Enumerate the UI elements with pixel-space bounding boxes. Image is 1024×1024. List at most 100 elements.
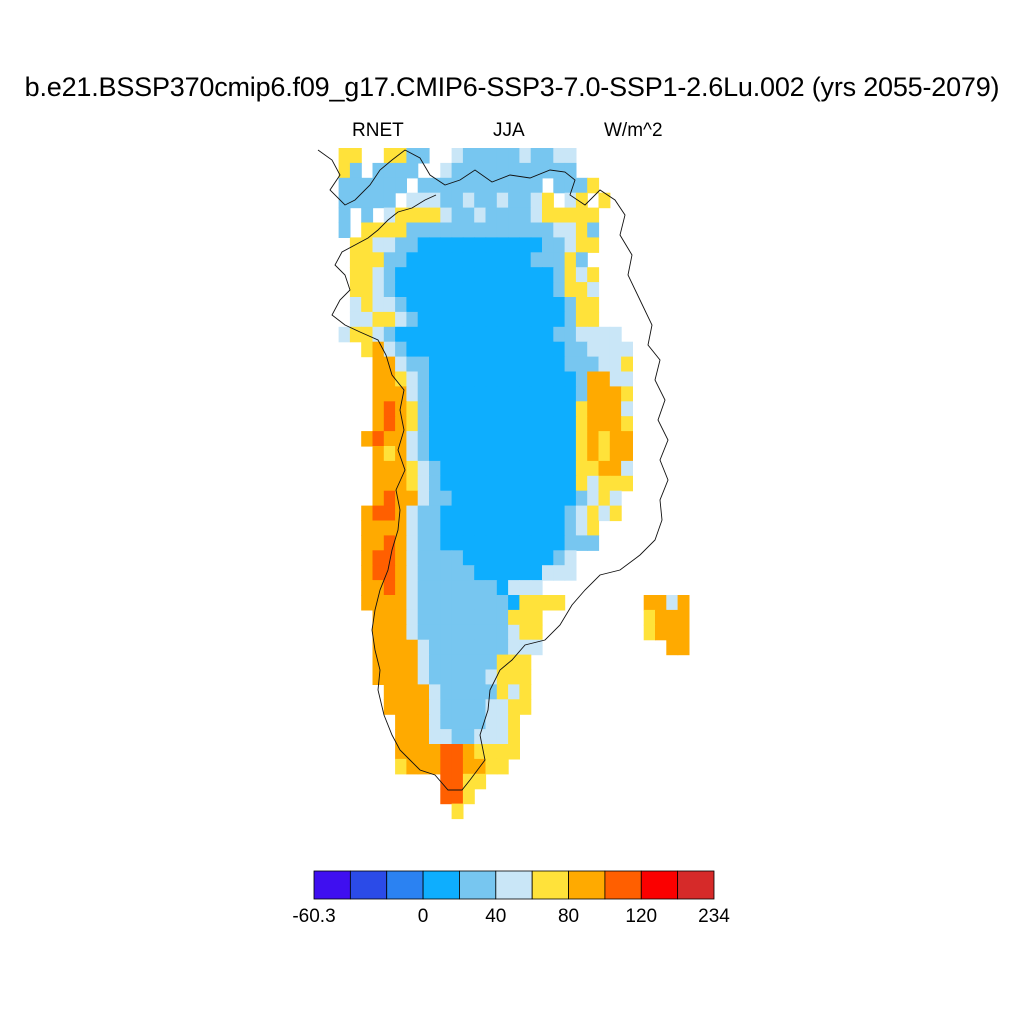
map-cell — [587, 341, 600, 358]
map-cell — [440, 788, 453, 805]
map-cell — [429, 669, 441, 685]
map-cell — [383, 431, 396, 447]
map-cell — [361, 595, 374, 611]
map-cell — [462, 565, 475, 581]
map-cell — [598, 401, 611, 417]
map-cell — [451, 714, 464, 730]
map-cell — [575, 371, 588, 387]
map-cell — [395, 684, 407, 700]
map-cell — [349, 148, 362, 164]
map-cell — [440, 729, 453, 745]
map-cell — [417, 639, 430, 656]
map-cell — [519, 624, 532, 641]
map-cell — [553, 207, 566, 224]
map-cell — [508, 222, 520, 238]
map-cell — [406, 729, 419, 745]
map-cell — [372, 505, 385, 522]
map-cell — [383, 297, 396, 313]
map-cell — [395, 490, 407, 507]
map-cell — [440, 535, 453, 551]
map-cell — [474, 550, 487, 566]
map-cell — [575, 282, 588, 298]
map-cell — [429, 654, 441, 671]
map-cell — [542, 565, 554, 581]
map-cell — [553, 237, 566, 253]
map-cell — [406, 416, 419, 432]
map-cell — [519, 565, 532, 581]
map-cell — [485, 252, 498, 268]
map-cell — [485, 207, 498, 224]
map-cell — [474, 639, 487, 656]
map-cell — [519, 356, 532, 373]
map-cell — [429, 267, 441, 283]
map-cell — [553, 282, 566, 298]
map-cell — [429, 609, 441, 626]
map-cell — [508, 148, 520, 164]
map-cell — [383, 267, 396, 283]
map-cell — [451, 595, 464, 611]
map-cell — [395, 609, 407, 626]
map-cell — [429, 401, 441, 417]
map-cell — [496, 311, 509, 328]
map-cell — [383, 565, 396, 581]
map-cell — [508, 162, 520, 179]
map-cell — [677, 639, 690, 656]
map-cell — [609, 505, 622, 522]
map-cell — [553, 148, 566, 164]
map-cell — [372, 580, 385, 596]
map-cell — [474, 669, 487, 685]
map-cell — [429, 729, 441, 745]
map-cell — [372, 371, 385, 387]
map-cell — [485, 505, 498, 522]
map-cell — [406, 669, 419, 685]
map-cell — [417, 609, 430, 626]
map-cell — [383, 580, 396, 596]
map-cell — [361, 580, 374, 596]
map-cell — [553, 416, 566, 432]
map-cell — [417, 431, 430, 447]
map-cell — [485, 654, 498, 671]
map-cell — [451, 252, 464, 268]
map-cell — [383, 162, 396, 179]
map-cell — [530, 222, 543, 238]
map-cell — [530, 520, 543, 536]
map-cell — [440, 714, 453, 730]
map-cell — [429, 386, 441, 402]
map-cell — [530, 177, 543, 194]
map-cell — [485, 535, 498, 551]
map-cell — [530, 505, 543, 522]
map-cell — [440, 699, 453, 715]
map-cell — [429, 699, 441, 715]
map-cell — [406, 237, 419, 253]
map-cell — [530, 595, 543, 611]
map-cell — [417, 148, 430, 164]
map-cell — [598, 356, 611, 373]
map-cell — [530, 401, 543, 417]
colorbar-tick-label: 234 — [698, 906, 730, 927]
map-cell — [361, 297, 374, 313]
colorbar-tick-label: 80 — [557, 906, 580, 927]
map-cell — [338, 177, 351, 194]
map-cell — [519, 341, 532, 358]
map-cell — [462, 416, 475, 432]
map-cell — [508, 207, 520, 224]
map-cell — [429, 207, 441, 224]
map-cell — [496, 267, 509, 283]
map-cell — [440, 565, 453, 581]
map-cell — [496, 699, 509, 715]
map-cell — [519, 609, 532, 626]
map-cell — [519, 282, 532, 298]
map-cell — [429, 639, 441, 656]
map-cell — [462, 282, 475, 298]
map-cell — [496, 237, 509, 253]
map-cell — [383, 669, 396, 685]
map-cell — [621, 371, 633, 387]
map-cell — [451, 624, 464, 641]
map-cell — [530, 580, 543, 596]
map-cell — [496, 416, 509, 432]
map-cell — [485, 371, 498, 387]
map-cell — [575, 475, 588, 492]
map-cell — [496, 371, 509, 387]
map-cell — [429, 550, 441, 566]
